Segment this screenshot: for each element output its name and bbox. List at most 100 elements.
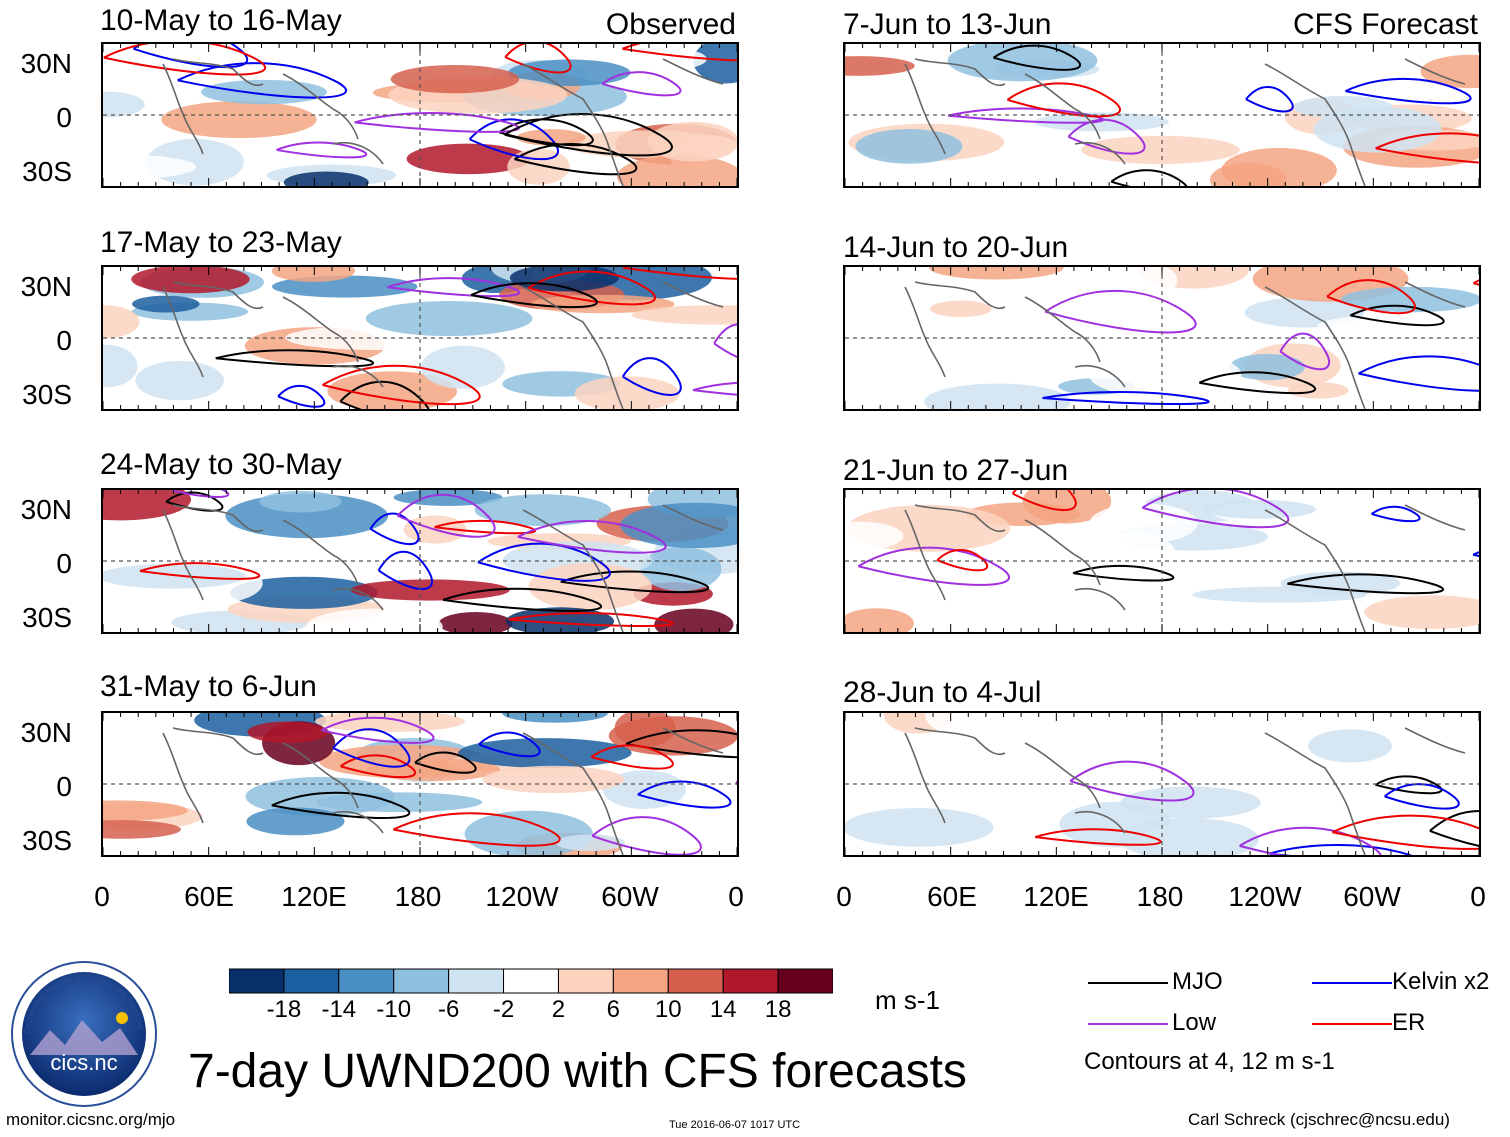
wave-contour bbox=[442, 587, 603, 612]
wave-contour bbox=[1141, 490, 1290, 529]
colorbar-tick-label: 14 bbox=[709, 996, 737, 1023]
wave-contour bbox=[1044, 290, 1197, 334]
x-tick-label: 0 bbox=[836, 881, 852, 912]
forecast-map-panel bbox=[843, 265, 1481, 411]
anomaly-shade bbox=[928, 267, 1064, 280]
wave-contour bbox=[1370, 505, 1421, 523]
wave-contour bbox=[332, 728, 411, 768]
anomaly-shade bbox=[1229, 353, 1305, 381]
wave-contour bbox=[139, 562, 261, 580]
wave-contour bbox=[434, 519, 536, 535]
coastline bbox=[904, 727, 1006, 824]
coastline bbox=[522, 63, 624, 186]
forecast-map-panel bbox=[843, 42, 1481, 188]
forecast-panel-title: 28-Jun to 4-Jul bbox=[843, 676, 1042, 709]
wave-contour bbox=[396, 493, 496, 538]
wave-contour bbox=[354, 112, 520, 133]
x-tick-label: 120W bbox=[485, 881, 559, 912]
anomaly-shade bbox=[693, 44, 737, 84]
anomaly-shade bbox=[283, 171, 369, 186]
observed-map-panel bbox=[101, 711, 739, 857]
anomaly-shade bbox=[247, 721, 328, 744]
anomaly-shade bbox=[103, 563, 246, 589]
coastline bbox=[1024, 519, 1126, 611]
wave-contour bbox=[625, 729, 737, 759]
wave-contour bbox=[1069, 760, 1195, 802]
observed-map-panel bbox=[101, 42, 739, 188]
anomaly-shade bbox=[686, 99, 737, 129]
anomaly-shade bbox=[350, 579, 510, 601]
legend-low: Low bbox=[1172, 1009, 1217, 1036]
anomaly-shade bbox=[1088, 351, 1242, 399]
coastline bbox=[162, 281, 264, 378]
anomaly-shade bbox=[929, 300, 992, 318]
legend-er-line bbox=[1312, 1023, 1392, 1025]
y-tick-eq: 0 bbox=[56, 102, 72, 133]
anomaly-shade bbox=[1313, 106, 1442, 153]
y-tick-30s: 30S bbox=[22, 602, 72, 633]
wave-contour bbox=[276, 141, 368, 159]
anomaly-shade bbox=[1081, 135, 1240, 165]
anomaly-shade bbox=[631, 305, 737, 325]
coastline bbox=[1404, 504, 1466, 531]
colorbar-tick-label: -2 bbox=[492, 996, 515, 1023]
forecast-panel-title: 21-Jun to 27-Jun bbox=[843, 454, 1069, 487]
coastline bbox=[282, 296, 384, 388]
anomaly-shade bbox=[161, 101, 317, 139]
uwnd-map bbox=[103, 267, 737, 409]
wave-contour bbox=[322, 364, 481, 406]
anomaly-shade bbox=[1201, 499, 1316, 519]
anomaly-shade bbox=[845, 521, 904, 551]
wave-contour bbox=[1245, 85, 1294, 113]
wave-contour bbox=[1011, 490, 1077, 511]
anomaly-shade bbox=[925, 713, 1004, 736]
anomaly-shade bbox=[855, 128, 963, 164]
anomaly-shade bbox=[315, 713, 465, 732]
footer-url[interactable]: monitor.cicsnc.org/mjo bbox=[6, 1110, 176, 1129]
anomaly-shade bbox=[316, 792, 483, 813]
y-tick-30n: 30N bbox=[20, 494, 72, 525]
observed-panel-title: 24-May to 30-May bbox=[100, 448, 342, 481]
anomaly-shade bbox=[103, 154, 197, 180]
anomaly-shade bbox=[1113, 267, 1178, 298]
anomaly-shade bbox=[867, 314, 939, 347]
legend-mjo-line bbox=[1088, 982, 1168, 984]
wave-contour bbox=[1198, 371, 1316, 395]
wave-contour bbox=[1042, 391, 1210, 406]
colorbar-box bbox=[228, 968, 285, 994]
anomaly-shade bbox=[1341, 286, 1479, 313]
wave-contour bbox=[1287, 573, 1445, 595]
anomaly-shade bbox=[1086, 532, 1175, 573]
cics-logo-graphic: Cooperative Institute for Climate and Sa… bbox=[11, 961, 157, 1107]
wave-contour bbox=[1374, 775, 1443, 795]
x-tick-label: 60W bbox=[601, 881, 659, 912]
coastline bbox=[1264, 509, 1366, 632]
observed-panel-title: 17-May to 23-May bbox=[100, 226, 342, 259]
colorbar-box bbox=[777, 968, 834, 994]
wave-contour bbox=[1239, 826, 1382, 855]
anomaly-shade bbox=[246, 807, 345, 836]
anomaly-shade bbox=[640, 546, 722, 592]
colorbar-box bbox=[722, 968, 779, 994]
colorbar-box bbox=[338, 968, 395, 994]
anomaly-shade bbox=[574, 376, 680, 409]
coastline bbox=[1264, 63, 1366, 186]
wave-contour bbox=[1375, 132, 1479, 164]
anomaly-shade bbox=[393, 490, 503, 506]
legend-er: ER bbox=[1392, 1009, 1426, 1036]
y-tick-30n: 30N bbox=[20, 48, 72, 79]
wave-contour bbox=[277, 384, 326, 408]
coastline bbox=[522, 732, 624, 855]
wave-contour bbox=[414, 751, 477, 774]
coastline bbox=[1264, 732, 1366, 855]
anomaly-shade bbox=[132, 295, 200, 313]
anomaly-shade bbox=[951, 335, 1026, 360]
wave-contour bbox=[468, 118, 559, 161]
anomaly-shade bbox=[555, 834, 626, 851]
y-tick-30s: 30S bbox=[22, 156, 72, 187]
wave-contour bbox=[1110, 169, 1188, 186]
wave-contour bbox=[470, 282, 598, 309]
y-tick-30n: 30N bbox=[20, 271, 72, 302]
anomaly-shade bbox=[201, 79, 328, 105]
anomaly-shade bbox=[259, 490, 342, 513]
